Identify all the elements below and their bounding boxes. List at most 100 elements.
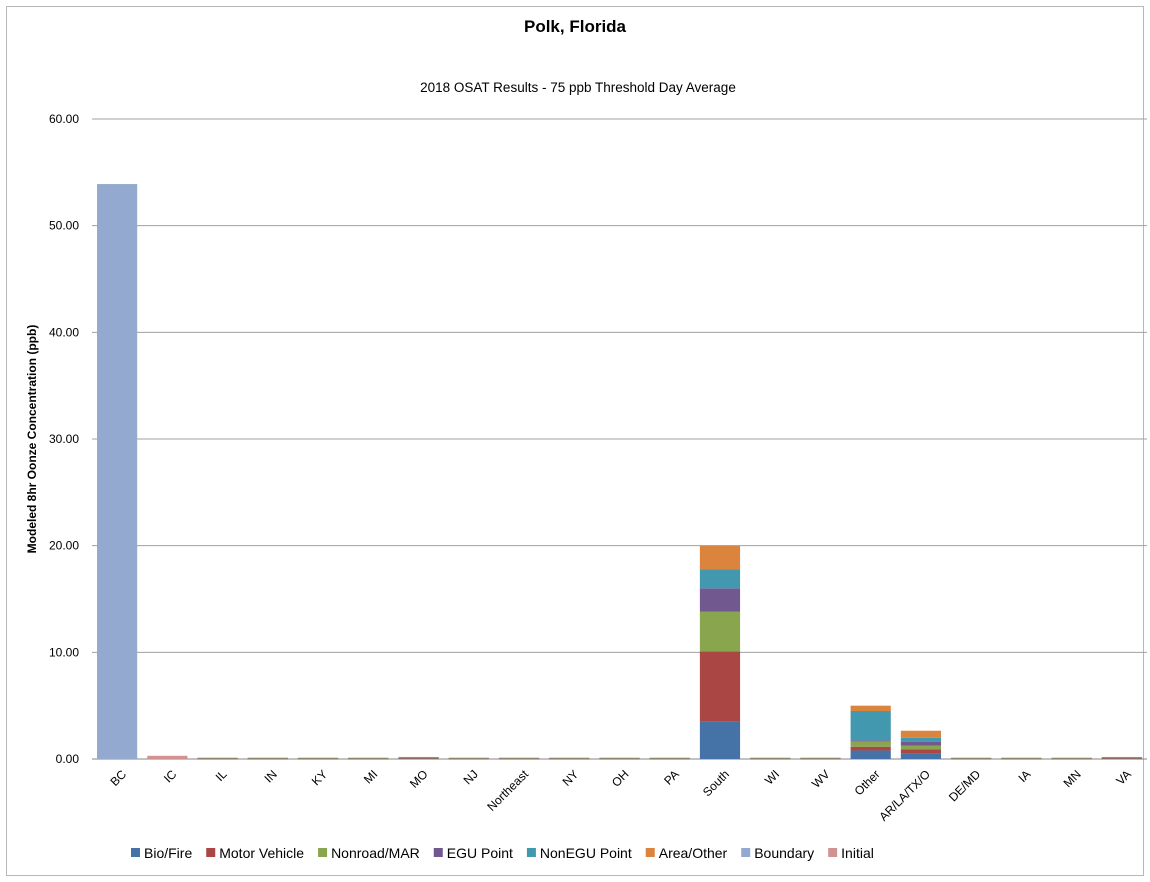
gridlines (92, 118, 1147, 760)
x-tick-label: IL (213, 767, 230, 784)
bar-segment (900, 741, 942, 746)
x-tick-label: Other (852, 767, 883, 798)
bar-segment (900, 753, 942, 759)
x-tick-label: Northeast (484, 767, 531, 814)
bar-segment (1101, 758, 1142, 759)
bars (97, 184, 1142, 760)
legend-label: Area/Other (659, 845, 728, 861)
bar-segment (850, 711, 891, 741)
bar-segment (1051, 757, 1092, 759)
bar-segment (398, 758, 439, 759)
bar-segment (699, 721, 741, 759)
bar-segment (649, 757, 690, 759)
x-tick-label: OH (609, 767, 632, 790)
x-tick-label: MO (407, 767, 431, 791)
bar-segment (699, 569, 741, 589)
chart-subtitle: 2018 OSAT Results - 75 ppb Threshold Day… (420, 80, 736, 95)
bar-segment (147, 755, 188, 759)
y-tick-label: 40.00 (49, 325, 79, 339)
chart-frame (6, 6, 1144, 876)
legend-label: Nonroad/MAR (331, 845, 420, 861)
x-tick-label: WI (762, 767, 782, 787)
x-tick-label: AR/LA/TX/O (876, 767, 933, 824)
bar-segment (398, 758, 439, 759)
bar-segment (900, 730, 942, 738)
bar-segment (398, 756, 439, 758)
x-tick-label: IN (262, 767, 280, 785)
bar-segment (398, 758, 439, 760)
bar-segment (750, 757, 791, 759)
bar-segment (951, 757, 992, 759)
bar-segment (850, 740, 891, 742)
y-axis-label: Modeled 8hr Oonze Concentration (ppb) (25, 325, 39, 554)
legend: Bio/Fire Motor Vehicle Nonroad/MAR EGU Poin… (131, 845, 874, 861)
x-tick-label: DE/MD (946, 767, 983, 804)
bar-segment (348, 757, 389, 759)
bar-segment (448, 757, 489, 759)
bar-segment (1101, 758, 1142, 759)
bar-segment (800, 757, 841, 759)
legend-label: EGU Point (447, 845, 513, 861)
y-tick-label: 10.00 (49, 645, 79, 659)
legend-swatch (131, 848, 140, 857)
y-tick-label: 30.00 (49, 432, 79, 446)
bar-segment (398, 757, 439, 759)
legend-swatch (741, 848, 751, 857)
bar-segment (97, 184, 138, 760)
bar-segment (699, 588, 741, 612)
bar-segment (1101, 758, 1142, 760)
legend-label: Motor Vehicle (219, 845, 304, 861)
bar-segment (599, 757, 640, 759)
legend-swatch (645, 848, 655, 857)
x-tick-label: KY (309, 767, 330, 788)
y-tick-label: 0.00 (56, 752, 80, 766)
x-tick-label: PA (661, 767, 682, 788)
legend-label: Bio/Fire (144, 845, 192, 861)
x-tick-label: MN (1061, 767, 1084, 790)
bar-segment (850, 746, 891, 751)
x-tick-label: VA (1113, 767, 1134, 788)
legend-swatch (526, 848, 536, 857)
chart-title: Polk, Florida (524, 17, 627, 36)
y-tick-label: 20.00 (49, 539, 79, 553)
bar-segment (247, 757, 288, 759)
bar-segment (850, 741, 891, 747)
bar-segment (900, 745, 942, 750)
bar-segment (699, 651, 741, 722)
bar-segment (1101, 756, 1142, 758)
x-tick-label: South (700, 767, 732, 799)
bar-segment (1101, 757, 1142, 759)
x-tick-labels: BC IC IL IN KY MI MO NJ Northeast NY OH PA South WI WV… (107, 767, 1133, 824)
x-tick-label: IA (1016, 767, 1034, 785)
x-tick-label: IC (161, 767, 180, 786)
bar-segment (398, 757, 439, 758)
legend-label: Boundary (754, 845, 814, 861)
x-tick-label: NY (560, 767, 582, 789)
bar-segment (297, 757, 339, 759)
bar-segment (850, 705, 891, 711)
y-tick-label: 60.00 (49, 112, 79, 126)
legend-swatch (433, 848, 443, 857)
x-tick-label: NJ (461, 767, 481, 787)
x-tick-label: WV (809, 767, 833, 791)
bar-segment (699, 611, 741, 652)
bar-segment (850, 750, 891, 759)
bar-segment (549, 757, 590, 759)
bar-segment (1001, 757, 1042, 759)
bar-segment (498, 757, 540, 759)
x-tick-label: BC (107, 767, 129, 789)
y-tick-labels: 0.00 10.00 20.00 30.00 40.00 50.00 60.00 (49, 112, 79, 766)
bar-segment (900, 737, 942, 742)
legend-swatch (318, 848, 328, 857)
legend-swatch (828, 848, 838, 857)
x-tick-label: MI (361, 767, 380, 786)
bar-segment (1101, 757, 1142, 758)
legend-swatch (206, 848, 216, 857)
legend-label: Initial (841, 845, 874, 861)
y-tick-label: 50.00 (49, 219, 79, 233)
bar-segment (699, 545, 741, 570)
legend-label: NonEGU Point (540, 845, 632, 861)
bar-segment (197, 757, 238, 759)
bar-segment (900, 749, 942, 754)
